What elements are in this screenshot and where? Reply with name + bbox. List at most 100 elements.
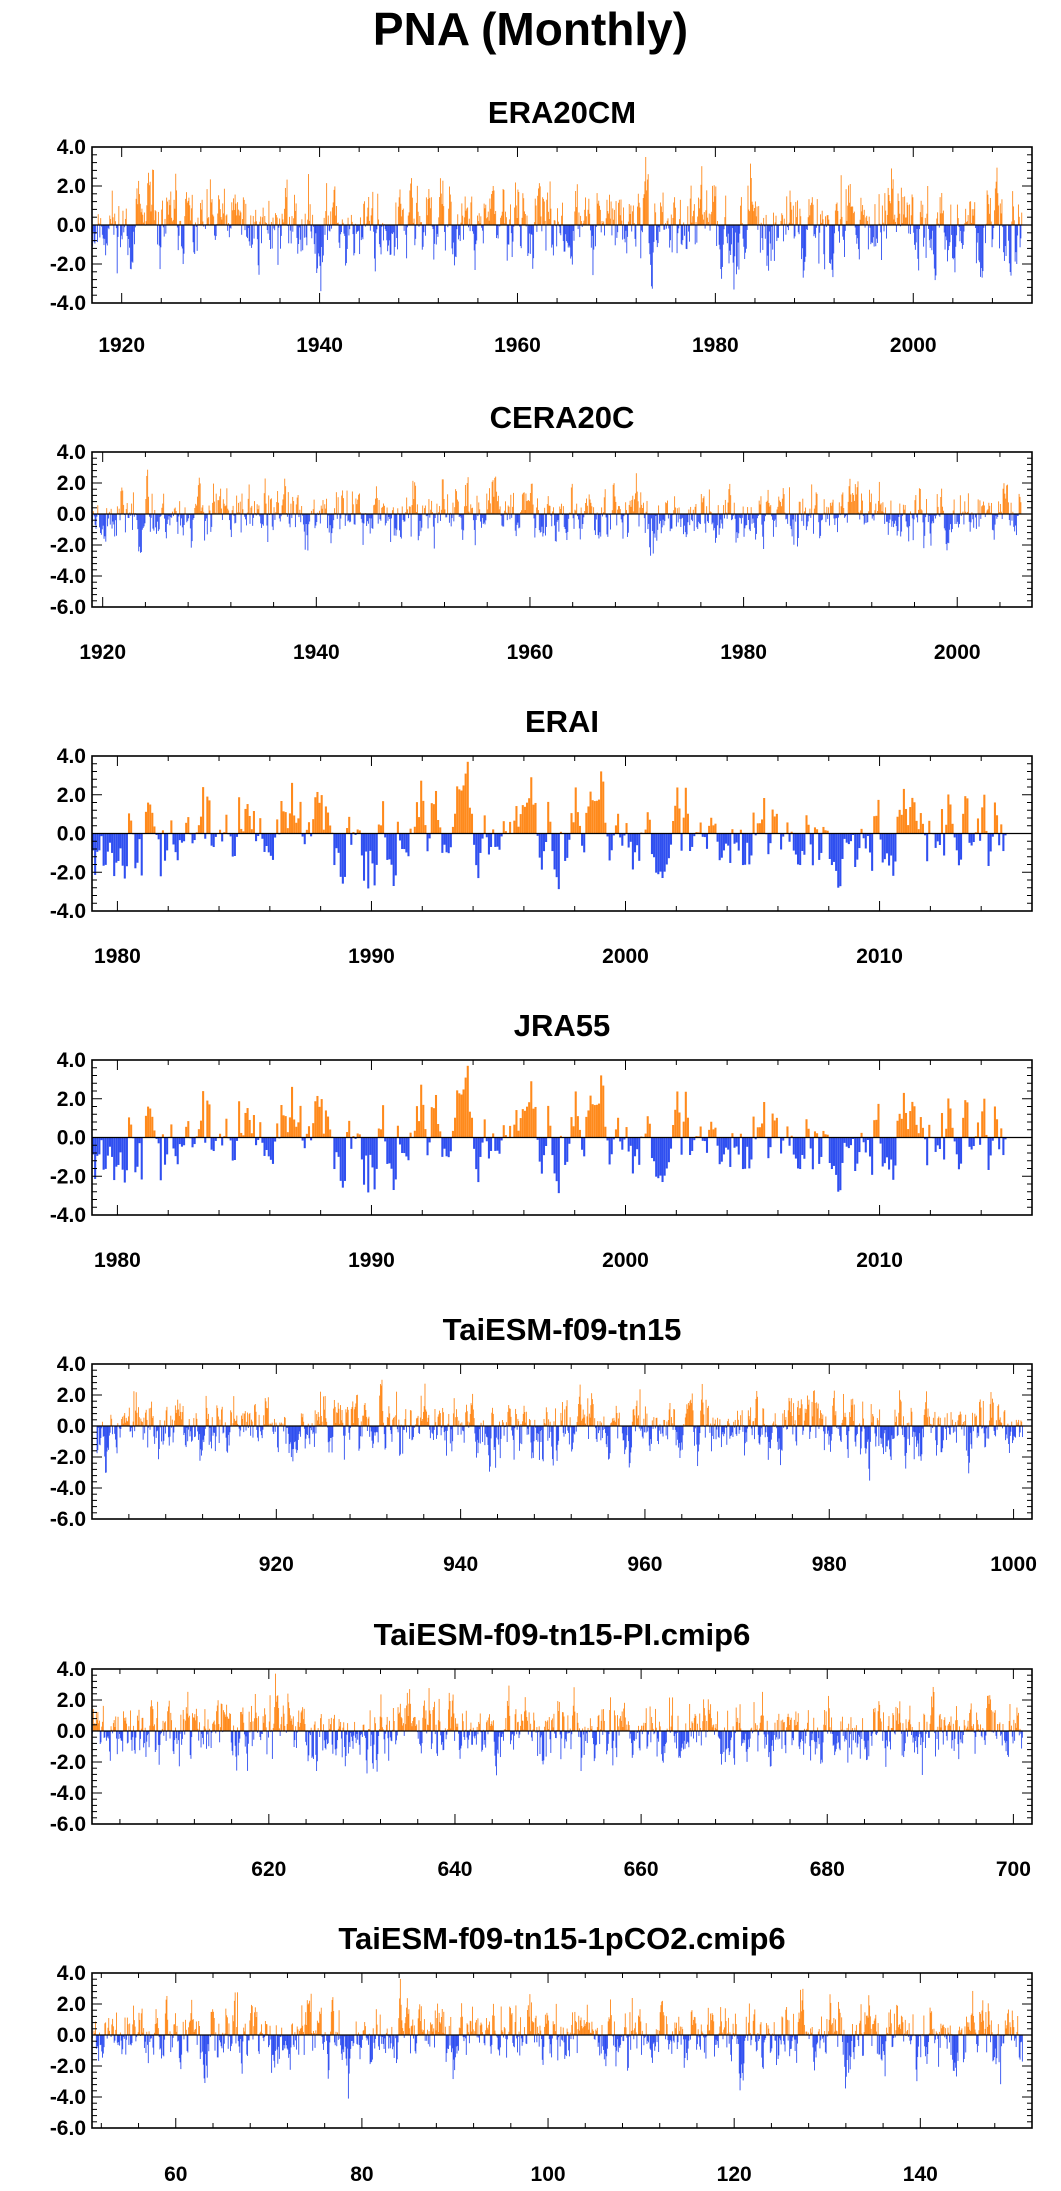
bar	[281, 505, 283, 514]
bar	[485, 1426, 487, 1437]
bar	[151, 1706, 153, 1731]
bar	[105, 1426, 106, 1473]
bar	[119, 1731, 121, 1739]
bar	[478, 502, 480, 514]
bar	[727, 1418, 729, 1426]
bar	[813, 225, 815, 237]
bar	[507, 225, 509, 245]
bar	[213, 483, 214, 514]
bar	[419, 1417, 421, 1426]
bar	[956, 514, 958, 524]
bar	[439, 1410, 441, 1426]
bar	[732, 514, 733, 520]
bar	[154, 1426, 156, 1444]
bar	[617, 1426, 619, 1439]
bar	[324, 1396, 326, 1426]
bar	[943, 1426, 945, 1428]
bar	[578, 514, 579, 520]
bar	[458, 225, 460, 236]
bar	[252, 1721, 254, 1731]
bar	[561, 1420, 563, 1426]
bar	[568, 1426, 570, 1433]
bar	[866, 833, 869, 837]
bar	[487, 211, 489, 225]
bar	[206, 1407, 208, 1426]
bar	[440, 193, 442, 225]
bar	[209, 179, 211, 225]
bar	[266, 1407, 268, 1426]
bar	[950, 1412, 952, 1426]
bar	[337, 833, 340, 853]
bar	[458, 514, 460, 517]
bar	[408, 212, 410, 225]
bar	[144, 1412, 146, 1426]
bar	[818, 1426, 820, 1429]
bar	[320, 1099, 323, 1138]
bar	[98, 223, 100, 225]
bar	[350, 1137, 353, 1149]
bar	[492, 829, 495, 834]
bar	[852, 833, 855, 835]
bar	[895, 1422, 897, 1426]
bar	[103, 1426, 105, 1437]
bar	[867, 220, 868, 225]
bar	[969, 1426, 971, 1433]
bar	[642, 508, 644, 514]
bar	[350, 514, 352, 522]
bar	[763, 217, 765, 225]
y-tick-label: -6.0	[50, 596, 86, 619]
bar	[725, 512, 727, 514]
bar	[745, 225, 746, 253]
bar	[506, 514, 508, 521]
bar	[461, 1422, 463, 1426]
bar	[134, 1426, 136, 1432]
bar	[336, 1412, 338, 1426]
bar	[439, 506, 441, 514]
bar	[515, 1408, 517, 1426]
bar	[934, 225, 936, 281]
bar	[714, 1419, 716, 1426]
bar	[835, 1411, 837, 1426]
bar	[914, 500, 916, 514]
bar	[184, 216, 186, 225]
bar	[905, 1426, 907, 1469]
bar	[209, 1426, 211, 1428]
bar	[811, 202, 812, 225]
bar	[856, 487, 858, 514]
bar	[816, 493, 818, 514]
bar	[143, 1417, 145, 1426]
bar	[403, 1137, 406, 1154]
bar	[819, 514, 821, 539]
bar	[749, 1419, 751, 1426]
bar	[668, 1409, 670, 1426]
bar	[988, 1420, 990, 1426]
bar	[529, 225, 530, 234]
bar	[510, 494, 512, 514]
bar	[316, 225, 318, 273]
bar	[400, 1424, 402, 1426]
bar	[1002, 1426, 1003, 1429]
bar	[445, 833, 448, 853]
bar	[493, 190, 495, 225]
bar	[529, 501, 530, 514]
bar	[886, 514, 888, 522]
bar	[256, 1426, 258, 1430]
bar	[955, 1422, 957, 1426]
bar	[801, 1404, 803, 1426]
x-tick-label: 1980	[720, 641, 767, 664]
bar	[747, 185, 749, 225]
bar	[778, 1426, 780, 1439]
bar	[433, 225, 435, 260]
bar	[731, 514, 733, 521]
bar	[274, 833, 277, 838]
bar	[674, 197, 676, 225]
bar	[744, 1426, 745, 1456]
bar	[695, 1136, 698, 1138]
bar	[878, 194, 880, 225]
bar	[755, 514, 757, 540]
bar	[293, 1119, 296, 1138]
bar	[104, 225, 106, 239]
bar	[805, 815, 808, 834]
bar	[263, 493, 265, 514]
bar	[538, 514, 540, 531]
